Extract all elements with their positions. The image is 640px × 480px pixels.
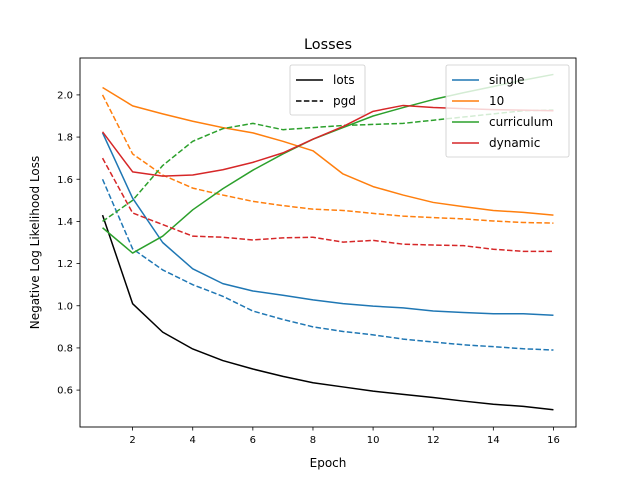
series-line-10-solid (102, 86, 554, 216)
y-tick-label: 1.4 (57, 217, 73, 228)
x-tick-label: 2 (129, 435, 135, 446)
x-tick-label: 12 (427, 435, 440, 446)
y-tick-label: 1.2 (57, 259, 73, 270)
y-axis-ticks: 0.6 0.8 1.0 1.2 1.4 1.6 1.8 2.0 (57, 91, 80, 397)
x-tick-label: 6 (250, 435, 256, 446)
y-axis-label: Negative Log Likelihood Loss (28, 156, 42, 330)
legend-box (289, 64, 366, 116)
legend-label-lots: lots (333, 73, 355, 87)
legend-label-10: 10 (489, 94, 504, 108)
x-axis-ticks: 2 4 6 8 10 12 14 16 (129, 427, 560, 446)
legend-label-pgd: pgd (333, 94, 356, 108)
y-tick-label: 0.8 (57, 344, 73, 355)
legend-line-style: lots pgd (289, 64, 366, 116)
x-tick-label: 4 (190, 435, 196, 446)
series-line-single-solid (101, 132, 554, 316)
x-tick-label: 14 (487, 435, 500, 446)
series-line-lots-solid (101, 214, 554, 411)
x-tick-label: 16 (547, 435, 560, 446)
x-tick-label: 10 (367, 435, 380, 446)
y-tick-label: 0.6 (57, 386, 73, 397)
y-tick-label: 1.6 (57, 175, 73, 186)
series-line-dynamic-dashed (101, 157, 554, 253)
x-tick-label: 8 (310, 435, 316, 446)
legend-label-dynamic: dynamic (489, 136, 540, 150)
legend-box (445, 64, 570, 158)
legend-label-curriculum: curriculum (489, 115, 553, 129)
legend-methods: single 10 curriculum dynamic (445, 64, 570, 158)
series-line-10-dashed (101, 94, 554, 224)
y-tick-label: 1.0 (57, 301, 73, 312)
legend-label-single: single (489, 73, 525, 87)
chart-title: Losses (304, 37, 352, 53)
x-axis-label: Epoch (310, 456, 347, 470)
series-line-single-dashed (101, 178, 554, 351)
y-tick-label: 1.8 (57, 133, 73, 144)
plot-frame (79, 57, 577, 428)
y-tick-label: 2.0 (57, 91, 73, 102)
